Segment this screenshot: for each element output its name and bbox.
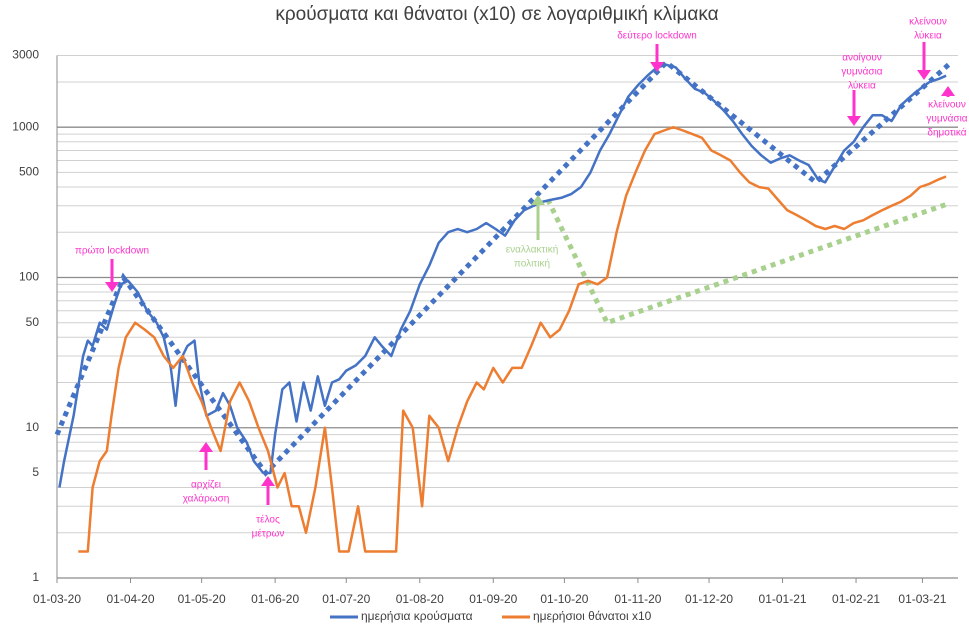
x-tick-label: 01-05-20 [178, 592, 226, 606]
annotation-text: πρώτο lockdown [75, 245, 149, 257]
legend-label: ημερήσιοι θάνατοι x10 [533, 609, 652, 623]
annotation-text: χαλάρωση [183, 493, 230, 505]
x-tick-label: 01-10-20 [540, 592, 588, 606]
annotation: ανοίγουν γυμνάσια λύκεια [841, 52, 883, 126]
annotation: κλείνουν γυμνάσια δημοτικά [926, 86, 968, 139]
y-tick-label: 1000 [12, 119, 39, 133]
annotation-arrowhead [199, 442, 213, 452]
y-tick-label: 1 [32, 570, 39, 584]
trend-line [545, 198, 950, 326]
annotation: δεύτερο lockdown [617, 30, 697, 72]
annotation-text: λύκεια [848, 80, 876, 92]
legend: ημερήσια κρούσματα ημερήσιοι θάνατοι x10 [330, 609, 652, 623]
x-tick-label: 01-02-21 [832, 592, 880, 606]
y-tick-label: 100 [19, 270, 39, 284]
x-tick-label: 01-12-20 [685, 592, 733, 606]
x-tick-label: 01-07-20 [322, 592, 370, 606]
x-tick-label: 01-06-20 [251, 592, 299, 606]
x-tick-label: 01-01-21 [759, 592, 807, 606]
annotation-text: ανοίγουν [842, 52, 882, 64]
x-tick-label: 01-11-20 [614, 592, 661, 606]
annotation-text: εναλλακτική [506, 244, 559, 256]
annotation-text: κλείνουν [909, 16, 947, 28]
annotation: κλείνουν λύκεια [909, 16, 947, 80]
annotation-text: λύκεια [914, 30, 942, 42]
series-line [78, 125, 947, 553]
annotation-text: αρχίζει [191, 479, 221, 491]
annotation-arrowhead [650, 62, 664, 72]
annotation: εναλλακτική πολιτική [506, 195, 559, 270]
annotation-text: γυμνάσια [926, 113, 967, 125]
y-tick-label: 5 [32, 465, 39, 479]
y-tick-label: 3000 [12, 48, 39, 62]
y-tick-label: 500 [19, 165, 39, 179]
annotation-text: τέλος [256, 514, 280, 526]
chart-title: κρούσματα και θάνατοι (x10) σε λογαριθμι… [275, 4, 718, 25]
annotation: αρχίζει χαλάρωση [183, 442, 230, 505]
trend-line [54, 59, 951, 477]
x-tick-label: 01-04-20 [106, 592, 154, 606]
series-line [58, 63, 947, 488]
x-tick-label: 01-03-20 [33, 592, 81, 606]
annotation: τέλος μέτρων [252, 476, 285, 540]
annotation-arrowhead [847, 116, 861, 126]
annotation-arrowhead [917, 70, 931, 80]
annotation-text: γυμνάσια [841, 66, 882, 78]
x-tick-label: 01-09-20 [469, 592, 517, 606]
annotation-text: πολιτική [514, 258, 550, 270]
annotation-arrowhead [261, 476, 275, 486]
annotation-arrowhead [531, 195, 545, 205]
x-tick-label: 01-03-21 [898, 592, 946, 606]
legend-label: ημερήσια κρούσματα [361, 609, 473, 623]
annotation-text: μέτρων [252, 528, 285, 540]
annotation: πρώτο lockdown [75, 245, 149, 292]
annotation-text: δεύτερο lockdown [617, 30, 697, 42]
annotation-text: δημοτικά [927, 127, 966, 139]
annotation-arrowhead [941, 86, 955, 96]
y-tick-label: 50 [26, 315, 40, 329]
x-tick-label: 01-08-20 [396, 592, 444, 606]
annotation-arrowhead [105, 282, 119, 292]
annotation-text: κλείνουν [928, 99, 966, 111]
y-tick-label: 10 [26, 420, 40, 434]
